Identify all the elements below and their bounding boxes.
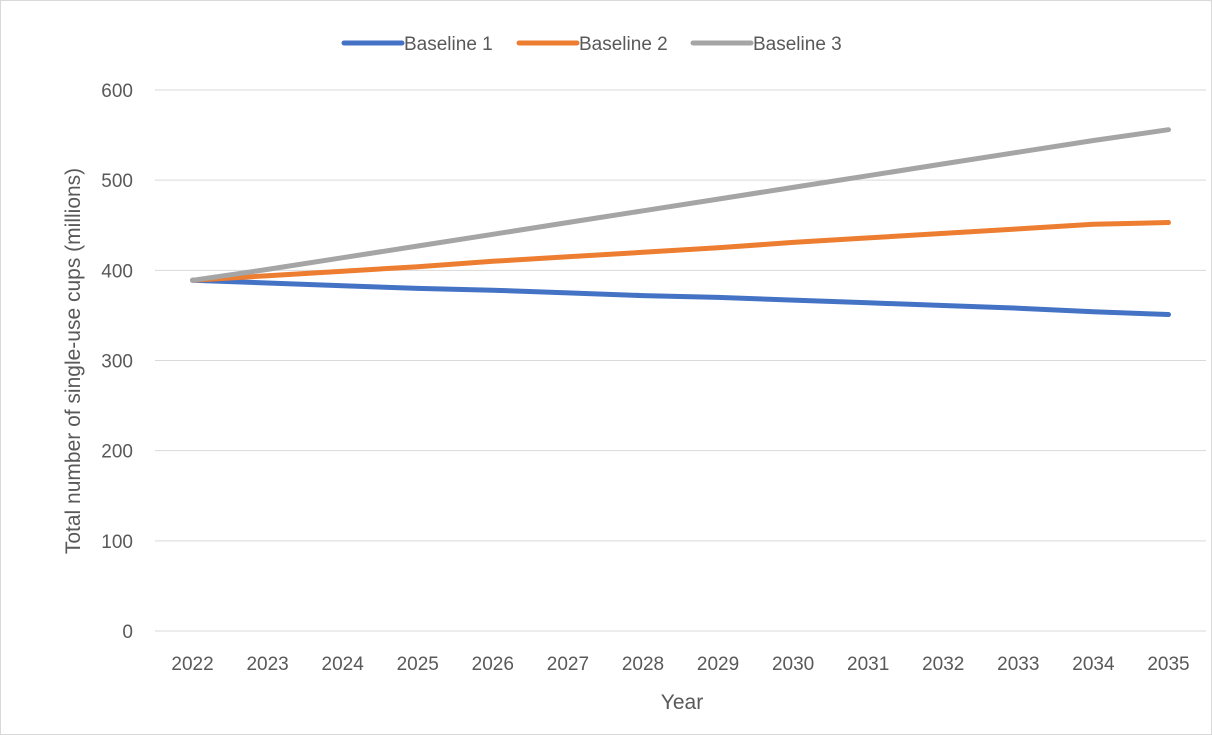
y-tick-label: 500: [101, 171, 133, 192]
x-tick-label: 2024: [322, 654, 365, 675]
x-tick-label: 2032: [922, 654, 964, 675]
x-tick-label: 2035: [1147, 654, 1189, 675]
y-tick-label: 600: [101, 81, 133, 102]
legend-label-1: Baseline 1: [404, 34, 493, 55]
y-axis-ticks: 0 100 200 300 400 500 600: [101, 81, 133, 643]
x-tick-label: 2022: [171, 654, 213, 675]
legend-label-2: Baseline 2: [579, 34, 668, 55]
x-tick-label: 2026: [472, 654, 514, 675]
x-tick-label: 2029: [697, 654, 739, 675]
series-lines: [190, 127, 1171, 317]
y-tick-label: 100: [101, 532, 133, 553]
x-tick-label: 2030: [772, 654, 814, 675]
y-axis-title: Total number of single-use cups (million…: [62, 168, 85, 554]
x-tick-label: 2028: [622, 654, 664, 675]
series-line-2: [190, 220, 1171, 283]
y-tick-label: 0: [122, 622, 133, 643]
y-tick-label: 200: [101, 442, 133, 463]
series-line-1: [190, 277, 1171, 317]
x-tick-label: 2025: [397, 654, 439, 675]
legend-label-3: Baseline 3: [753, 34, 842, 55]
x-tick-label: 2034: [1072, 654, 1115, 675]
x-tick-label: 2031: [847, 654, 889, 675]
gridlines: [155, 89, 1206, 632]
x-tick-label: 2033: [997, 654, 1039, 675]
x-axis-ticks: 2022 2023 2024 2025 2026 2027 2028 2029 2030 2031…: [171, 654, 1189, 675]
x-tick-label: 2027: [547, 654, 589, 675]
legend: Baseline 1 Baseline 2 Baseline 3: [341, 34, 842, 55]
series-line-3: [190, 127, 1171, 283]
y-tick-label: 400: [101, 261, 133, 282]
x-tick-label: 2023: [246, 654, 288, 675]
y-tick-label: 300: [101, 352, 133, 373]
x-axis-title: Year: [661, 691, 703, 714]
